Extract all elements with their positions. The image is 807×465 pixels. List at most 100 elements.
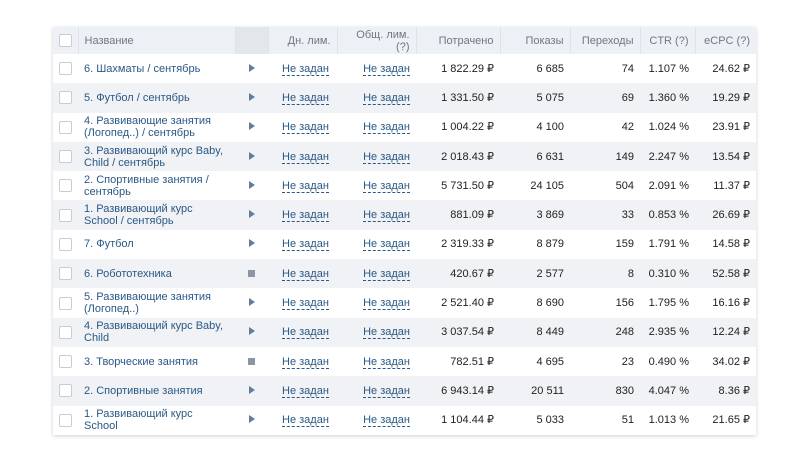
day-limit-link[interactable]: Не задан bbox=[282, 121, 329, 135]
column-day-limit[interactable]: Дн. лим. bbox=[267, 27, 337, 54]
row-checkbox[interactable] bbox=[53, 376, 78, 406]
shows-cell: 4 695 bbox=[536, 355, 564, 368]
stop-icon bbox=[248, 269, 255, 277]
status-toggle[interactable] bbox=[235, 171, 268, 200]
total-limit-link[interactable]: Не задан bbox=[363, 326, 410, 340]
ctr-cell: 2.247 % bbox=[640, 141, 695, 172]
column-total-limit[interactable]: Общ. лим. (?) bbox=[336, 27, 416, 54]
row-checkbox[interactable] bbox=[53, 406, 78, 435]
campaign-name-link[interactable]: 4. Развивающие занятия (Логопед..) / сен… bbox=[84, 115, 212, 140]
shows-cell: 6 685 bbox=[536, 62, 564, 75]
day-limit-link[interactable]: Не задан bbox=[282, 267, 329, 281]
row-checkbox[interactable] bbox=[53, 317, 78, 347]
status-toggle[interactable] bbox=[235, 288, 268, 317]
status-toggle[interactable] bbox=[235, 230, 268, 259]
ecpc-cell: 8.36 ₽ bbox=[695, 376, 756, 406]
spent-cell: 1 004.22 ₽ bbox=[441, 121, 494, 134]
day-limit-link[interactable]: Не задан bbox=[282, 355, 329, 369]
day-limit-link[interactable]: Не задан bbox=[282, 150, 329, 164]
row-checkbox[interactable] bbox=[53, 141, 78, 172]
column-shows[interactable]: Показы bbox=[499, 27, 570, 54]
row-checkbox[interactable] bbox=[53, 347, 78, 376]
day-limit-link[interactable]: Не задан bbox=[282, 297, 329, 311]
total-limit-link[interactable]: Не задан bbox=[363, 179, 410, 193]
play-icon bbox=[248, 63, 255, 72]
clicks-cell: 156 bbox=[615, 297, 634, 310]
campaign-name-link[interactable]: 1. Развивающий курс School bbox=[84, 408, 193, 433]
day-limit-link[interactable]: Не задан bbox=[282, 62, 329, 76]
shows-cell: 20 511 bbox=[500, 376, 570, 406]
spent-cell: 1 104.44 ₽ bbox=[441, 414, 494, 427]
column-ctr[interactable]: CTR (?) bbox=[639, 27, 695, 54]
status-toggle[interactable] bbox=[235, 141, 268, 172]
total-limit-link[interactable]: Не задан bbox=[363, 384, 410, 398]
campaign-name-link[interactable]: 7. Футбол bbox=[84, 238, 134, 251]
ctr-cell: 1.795 % bbox=[648, 297, 689, 310]
day-limit-link[interactable]: Не задан bbox=[282, 209, 329, 223]
ecpc-cell: 23.91 ₽ bbox=[712, 121, 750, 134]
campaign-name-link[interactable]: 2. Спортивные занятия bbox=[78, 376, 235, 406]
column-ecpc[interactable]: eCPC (?) bbox=[694, 27, 756, 54]
row-checkbox[interactable] bbox=[53, 230, 78, 259]
column-spent[interactable]: Потрачено bbox=[415, 27, 500, 54]
day-limit-link[interactable]: Не задан bbox=[282, 384, 329, 398]
status-toggle[interactable] bbox=[235, 83, 268, 113]
total-limit-link[interactable]: Не задан bbox=[363, 91, 410, 105]
campaigns-table: Название Дн. лим. Общ. лим. (?) Потрачен… bbox=[53, 27, 756, 435]
status-toggle[interactable] bbox=[235, 347, 268, 376]
total-limit-link[interactable]: Не задан bbox=[363, 267, 410, 281]
total-limit-link[interactable]: Не задан bbox=[363, 121, 410, 135]
ecpc-cell: 21.65 ₽ bbox=[712, 414, 750, 427]
shows-cell: 2 577 bbox=[500, 259, 570, 289]
campaign-name-link[interactable]: 5. Футбол / сентябрь bbox=[78, 83, 235, 113]
ecpc-cell: 26.69 ₽ bbox=[695, 200, 756, 230]
day-limit-link[interactable]: Не задан bbox=[282, 326, 329, 340]
column-clicks[interactable]: Переходы bbox=[569, 27, 640, 54]
ecpc-cell: 12.24 ₽ bbox=[695, 317, 756, 347]
day-limit-link[interactable]: Не задан bbox=[282, 238, 329, 252]
row-checkbox[interactable] bbox=[53, 171, 78, 200]
total-limit-link[interactable]: Не задан bbox=[363, 150, 410, 164]
campaign-name-link[interactable]: 3. Развивающий курс Baby, Child / сентяб… bbox=[78, 141, 235, 172]
total-limit-link[interactable]: Не задан bbox=[363, 355, 410, 369]
ctr-cell: 4.047 % bbox=[640, 376, 695, 406]
campaign-name-link[interactable]: 5. Развивающие занятия (Логопед..) bbox=[84, 291, 212, 316]
campaign-name-link[interactable]: 4. Развивающий курс Baby, Child bbox=[78, 317, 235, 347]
status-toggle[interactable] bbox=[235, 376, 268, 406]
spent-cell: 2 319.33 ₽ bbox=[441, 238, 494, 251]
column-name[interactable]: Название bbox=[77, 27, 235, 54]
status-toggle[interactable] bbox=[235, 113, 268, 142]
day-limit-link[interactable]: Не задан bbox=[282, 91, 329, 105]
shows-cell: 8 690 bbox=[536, 297, 564, 310]
spent-cell: 6 943.14 ₽ bbox=[416, 376, 500, 406]
status-toggle[interactable] bbox=[235, 54, 268, 83]
select-all-checkbox[interactable] bbox=[53, 27, 78, 54]
campaign-name-link[interactable]: 6. Робототехника bbox=[78, 259, 235, 289]
day-limit-link[interactable]: Не задан bbox=[282, 414, 329, 428]
campaign-name-link[interactable]: 3. Творческие занятия bbox=[84, 355, 198, 368]
clicks-cell: 33 bbox=[570, 200, 640, 230]
day-limit-link[interactable]: Не задан bbox=[282, 179, 329, 193]
status-toggle[interactable] bbox=[235, 200, 268, 230]
row-checkbox[interactable] bbox=[53, 113, 78, 142]
clicks-cell: 8 bbox=[570, 259, 640, 289]
campaign-name-link[interactable]: 2. Спортивные занятия / сентябрь bbox=[84, 173, 209, 198]
campaign-name-link[interactable]: 1. Развивающий курс School / сентябрь bbox=[78, 200, 235, 230]
row-checkbox[interactable] bbox=[53, 288, 78, 317]
status-toggle[interactable] bbox=[235, 406, 268, 435]
row-checkbox[interactable] bbox=[53, 259, 78, 289]
total-limit-link[interactable]: Не задан bbox=[363, 238, 410, 252]
row-checkbox[interactable] bbox=[53, 83, 78, 113]
total-limit-link[interactable]: Не задан bbox=[363, 414, 410, 428]
row-checkbox[interactable] bbox=[53, 54, 78, 83]
status-toggle[interactable] bbox=[235, 259, 268, 289]
row-checkbox[interactable] bbox=[53, 200, 78, 230]
total-limit-link[interactable]: Не задан bbox=[363, 297, 410, 311]
total-limit-link[interactable]: Не задан bbox=[363, 209, 410, 223]
ecpc-cell: 16.16 ₽ bbox=[712, 297, 750, 310]
status-toggle[interactable] bbox=[235, 317, 268, 347]
play-icon bbox=[248, 239, 255, 248]
total-limit-link[interactable]: Не задан bbox=[363, 62, 410, 76]
column-status bbox=[234, 27, 268, 54]
campaign-name-link[interactable]: 6. Шахматы / сентябрь bbox=[84, 62, 201, 75]
